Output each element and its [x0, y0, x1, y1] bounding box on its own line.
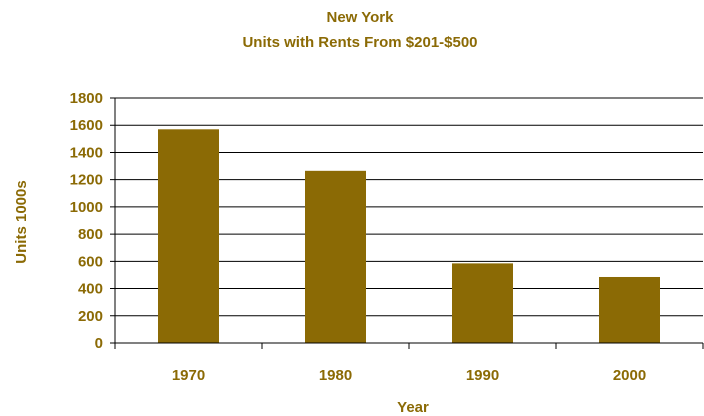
y-tick-label: 1400 [70, 144, 103, 161]
x-tick-label: 1990 [466, 367, 499, 384]
y-axis-title: Units 1000s [13, 180, 30, 263]
bar-1990 [452, 263, 513, 343]
x-tick-label: 1970 [172, 367, 205, 384]
y-tick-label: 200 [78, 308, 103, 325]
y-tick-label: 1800 [70, 90, 103, 107]
bar-2000 [599, 276, 660, 343]
bar-1980 [305, 170, 366, 343]
y-tick-label: 1000 [70, 199, 103, 216]
chart-title: New York [327, 9, 395, 26]
y-tick-label: 800 [78, 226, 103, 243]
x-tick-labels: 1970 1980 1990 2000 [172, 367, 646, 384]
y-tick-label: 0 [95, 335, 103, 352]
bar-1970 [158, 129, 219, 343]
y-tick-label: 600 [78, 253, 103, 270]
y-tick-label: 1200 [70, 172, 103, 189]
axes [114, 98, 704, 349]
y-tick-label: 400 [78, 281, 103, 298]
y-tick-labels: 0 200 400 600 800 1000 1200 1400 1600 1800 [70, 90, 103, 352]
x-tick-label: 1980 [319, 367, 352, 384]
y-tick-label: 1600 [70, 117, 103, 134]
bars [158, 129, 660, 343]
x-axis-title: Year [397, 399, 429, 416]
chart-subtitle: Units with Rents From $201-$500 [242, 34, 477, 51]
x-tick-label: 2000 [613, 367, 646, 384]
